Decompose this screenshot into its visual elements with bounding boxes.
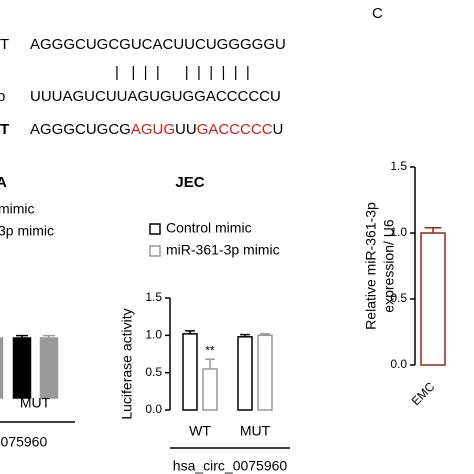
panel-label: A [0,174,7,191]
legend-label: mimic [0,201,35,217]
bar [237,336,253,411]
bar [182,333,198,411]
group-label: hsa_circ_0075960 [173,458,288,474]
significance: ** [205,343,215,357]
bar [0,337,4,399]
seq-label: T [0,121,9,138]
y-tick-label: 1.0 [145,328,162,342]
legend-swatch [149,223,161,235]
legend-label: Control mimic [166,220,252,236]
y-axis-label: Luciferase activity [119,308,135,419]
sequence-segment: AGGGCUGCG [30,121,131,138]
y-tick-label: 0.0 [145,402,162,416]
y-axis-label: expression/ U6 [381,219,397,313]
panel-label: C [372,5,383,22]
legend-label: 3p mimic [0,223,54,239]
y-tick-label: 1.0 [390,225,407,239]
bar [12,337,32,399]
x-tick-label: MUT [240,423,271,439]
sequence: AGGGCUGCGAGUGUUGACCCCCU [30,121,283,138]
y-tick-label: 0.0 [390,357,407,371]
x-tick-label: EMC [409,379,438,408]
x-tick-label: MUT [20,395,51,411]
y-tick-label: 1.5 [390,159,407,173]
sequence: UUUAGUCUUAGUGUGGACCCCCU [30,88,281,105]
sequence-segment: UU [175,121,197,138]
y-tick-label: 0.5 [390,291,407,305]
sequence-segment: GACCCCC [197,121,273,138]
bar [257,334,273,411]
y-tick-label: 1.5 [145,290,162,304]
x-tick-label: WT [189,423,211,439]
pairing: | | | | | | | | | | [115,64,250,81]
legend-label: miR-361-3p mimic [166,242,280,258]
bar [420,232,446,366]
seq-label: T [0,36,9,53]
legend-swatch [149,245,161,257]
group-label: 0075960 [0,434,47,450]
bar [202,368,218,411]
seq-label: p [0,88,5,105]
y-axis-label: Relative miR-361-3p [363,202,379,330]
bar [39,337,59,399]
chart-title: JEC [175,174,204,191]
sequence-segment: AGUG [131,121,175,138]
sequence-segment: U [273,121,284,138]
sequence: AGGGCUGCGUCACUUCUGGGGGU [30,36,286,53]
y-tick-label: 0.5 [145,365,162,379]
